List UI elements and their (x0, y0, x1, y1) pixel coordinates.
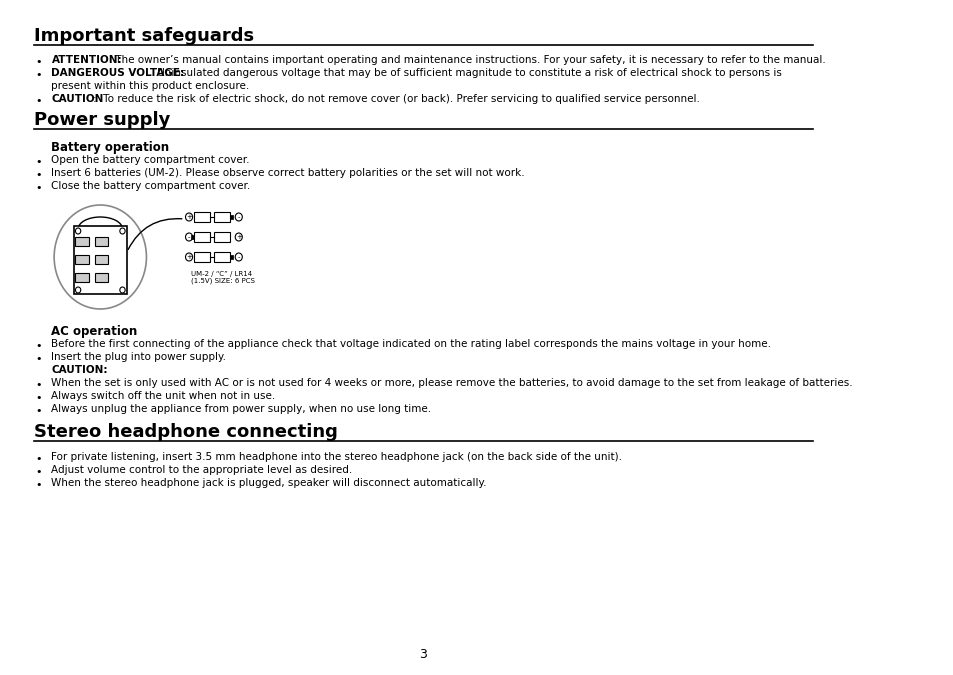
Text: •: • (35, 183, 42, 193)
Text: AC operation: AC operation (51, 325, 137, 338)
Text: •: • (35, 170, 42, 180)
Text: •: • (35, 157, 42, 167)
Text: •: • (35, 354, 42, 364)
FancyBboxPatch shape (213, 232, 230, 242)
Text: Always switch off the unit when not in use.: Always switch off the unit when not in u… (51, 391, 275, 401)
FancyBboxPatch shape (191, 235, 194, 239)
Text: Open the battery compartment cover.: Open the battery compartment cover. (51, 155, 250, 165)
Text: +: + (235, 234, 241, 240)
Text: •: • (35, 467, 42, 477)
Text: ATTENTION:: ATTENTION: (51, 55, 122, 65)
FancyBboxPatch shape (75, 237, 89, 246)
Text: The owner’s manual contains important operating and maintenance instructions. Fo: The owner’s manual contains important op… (112, 55, 824, 65)
Text: •: • (35, 406, 42, 416)
FancyBboxPatch shape (194, 252, 211, 262)
Text: •: • (35, 480, 42, 490)
FancyBboxPatch shape (194, 232, 211, 242)
Text: For private listening, insert 3.5 mm headphone into the stereo headphone jack (o: For private listening, insert 3.5 mm hea… (51, 452, 621, 462)
Text: +: + (186, 214, 192, 220)
Text: •: • (35, 393, 42, 403)
Text: Insert the plug into power supply.: Insert the plug into power supply. (51, 352, 226, 362)
Text: •: • (35, 341, 42, 351)
Text: •: • (35, 57, 42, 67)
Text: 3: 3 (419, 648, 427, 661)
Text: :  To reduce the risk of electric shock, do not remove cover (or back). Prefer s: : To reduce the risk of electric shock, … (93, 94, 700, 104)
FancyBboxPatch shape (95, 255, 109, 264)
Text: Close the battery compartment cover.: Close the battery compartment cover. (51, 181, 251, 191)
FancyBboxPatch shape (95, 273, 109, 282)
FancyBboxPatch shape (194, 212, 211, 222)
FancyBboxPatch shape (213, 212, 230, 222)
FancyBboxPatch shape (230, 255, 233, 259)
FancyBboxPatch shape (75, 273, 89, 282)
FancyBboxPatch shape (73, 226, 127, 294)
Text: Adjust volume control to the appropriate level as desired.: Adjust volume control to the appropriate… (51, 465, 353, 475)
FancyBboxPatch shape (75, 255, 89, 264)
Text: Stereo headphone connecting: Stereo headphone connecting (33, 423, 337, 441)
Text: -: - (188, 234, 190, 240)
Text: Important safeguards: Important safeguards (33, 27, 253, 45)
Text: -: - (237, 254, 240, 260)
Text: present within this product enclosure.: present within this product enclosure. (51, 81, 250, 91)
Text: Always unplug the appliance from power supply, when no use long time.: Always unplug the appliance from power s… (51, 404, 431, 414)
Text: When the stereo headphone jack is plugged, speaker will disconnect automatically: When the stereo headphone jack is plugge… (51, 478, 486, 488)
Text: •: • (35, 70, 42, 80)
Text: CAUTION: CAUTION (51, 94, 104, 104)
Text: Uninsulated dangerous voltage that may be of sufficient magnitude to constitute : Uninsulated dangerous voltage that may b… (153, 68, 781, 78)
Text: When the set is only used with AC or is not used for 4 weeks or more, please rem: When the set is only used with AC or is … (51, 378, 852, 388)
Text: •: • (35, 380, 42, 390)
Text: Battery operation: Battery operation (51, 141, 170, 154)
FancyBboxPatch shape (95, 237, 109, 246)
Text: •: • (35, 454, 42, 464)
Text: Insert 6 batteries (UM-2). Please observe correct battery polarities or the set : Insert 6 batteries (UM-2). Please observ… (51, 168, 524, 178)
Text: Before the first connecting of the appliance check that voltage indicated on the: Before the first connecting of the appli… (51, 339, 771, 349)
Text: CAUTION:: CAUTION: (51, 365, 108, 375)
Text: -: - (237, 214, 240, 220)
Text: +: + (186, 254, 192, 260)
Text: •: • (35, 96, 42, 106)
Text: Power supply: Power supply (33, 111, 170, 129)
FancyBboxPatch shape (213, 252, 230, 262)
FancyBboxPatch shape (230, 215, 233, 219)
Text: DANGEROUS VOLTAGE:: DANGEROUS VOLTAGE: (51, 68, 185, 78)
Text: UM-2 / “C” / LR14
(1.5V) SIZE: 6 PCS: UM-2 / “C” / LR14 (1.5V) SIZE: 6 PCS (191, 271, 254, 284)
